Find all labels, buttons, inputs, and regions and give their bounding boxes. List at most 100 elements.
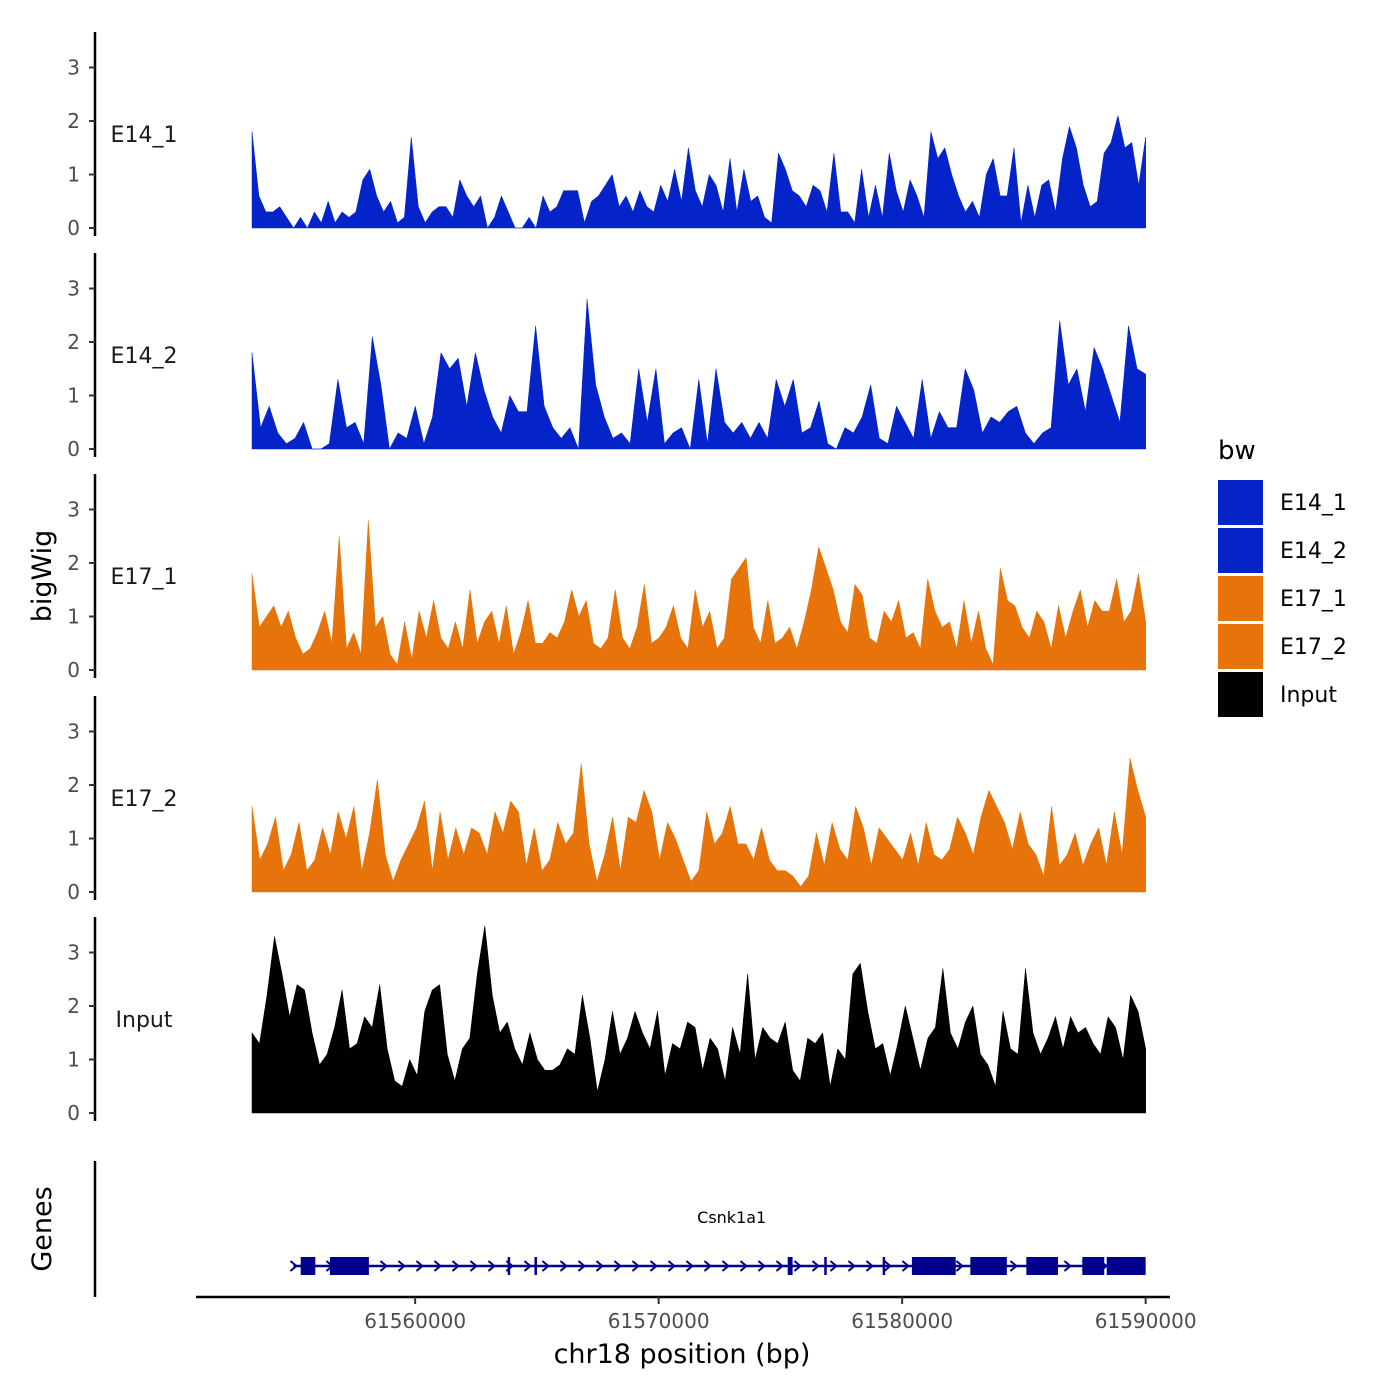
gene-exon	[911, 1257, 956, 1275]
y-tick-label: 2	[67, 330, 80, 354]
strand-chevron	[289, 1260, 298, 1272]
legend: bw E14_1 E14_2 E17_1 E17_2 Input	[1218, 436, 1347, 717]
strand-chevron	[1063, 1260, 1072, 1272]
y-tick-label: 0	[67, 1101, 80, 1125]
y-tick-label: 0	[67, 216, 80, 240]
area-series-e17_1	[251, 519, 1146, 671]
x-tick-label: 61590000	[1095, 1309, 1197, 1333]
y-tick-label: 0	[67, 437, 80, 461]
track-label: Input	[116, 1008, 173, 1033]
strand-chevron	[865, 1260, 874, 1272]
genes-layer: Genes Csnk1a1	[27, 1161, 1146, 1297]
legend-label-input: Input	[1280, 683, 1337, 708]
strand-chevron	[883, 1260, 892, 1272]
legend-swatch-e14_1	[1218, 480, 1263, 525]
strand-chevron	[703, 1260, 712, 1272]
y-tick-label: 0	[67, 880, 80, 904]
track-input: 0 1 2 3 Input	[67, 917, 1146, 1125]
gene-exon	[329, 1257, 369, 1275]
gene-name-label: Csnk1a1	[697, 1208, 766, 1227]
y-tick-label: 2	[67, 773, 80, 797]
strand-chevron	[775, 1260, 784, 1272]
y-tick-label: 3	[67, 498, 80, 522]
area-series-e17_2	[251, 758, 1146, 893]
y-tick-label: 3	[67, 941, 80, 965]
gene-exon	[1082, 1257, 1105, 1275]
y-tick-label: 1	[67, 827, 80, 851]
y-tick-label: 3	[67, 277, 80, 301]
x-tick-label: 61580000	[851, 1309, 953, 1333]
track-e17_1: 0 1 2 3 E17_1	[67, 474, 1146, 682]
x-axis: 61560000 61570000 61580000 61590000	[196, 1295, 1197, 1333]
strand-chevron	[1009, 1260, 1018, 1272]
strand-chevron	[955, 1260, 964, 1272]
legend-label-e14_1: E14_1	[1280, 491, 1347, 516]
strand-chevron	[739, 1260, 748, 1272]
track-label: E14_1	[111, 123, 178, 148]
y-tick-label: 0	[67, 658, 80, 682]
strand-chevron	[451, 1260, 460, 1272]
strand-chevron	[469, 1260, 478, 1272]
strand-chevron	[829, 1260, 838, 1272]
track-label: E17_1	[111, 565, 178, 590]
y-tick-label: 1	[67, 163, 80, 187]
strand-chevron	[757, 1260, 766, 1272]
y-tick-label: 3	[67, 720, 80, 744]
strand-chevron	[433, 1260, 442, 1272]
y-axis-title: bigWig	[27, 530, 58, 623]
strand-chevron	[577, 1260, 586, 1272]
strand-chevron	[613, 1260, 622, 1272]
gene-exon	[787, 1257, 793, 1275]
legend-label-e14_2: E14_2	[1280, 539, 1347, 564]
strand-chevron	[793, 1260, 802, 1272]
gene-exon	[882, 1257, 886, 1275]
legend-label-e17_2: E17_2	[1280, 635, 1347, 660]
tracks-layer: 0 1 2 3 E14_1 0 1 2 3 E14_2 0 1 2 3 E17_1 0 1 2 3 E17_2 0 1 2 3…	[67, 32, 1146, 1125]
strand-chevron	[847, 1260, 856, 1272]
gene-exon	[824, 1257, 827, 1275]
legend-swatch-e14_2	[1218, 528, 1263, 573]
area-series-input	[251, 925, 1146, 1114]
legend-swatch-e17_1	[1218, 576, 1263, 621]
gene-exon	[1106, 1257, 1146, 1275]
track-e17_2: 0 1 2 3 E17_2	[67, 696, 1146, 904]
y-tick-label: 2	[67, 109, 80, 133]
y-tick-label: 2	[67, 551, 80, 575]
gene-exon	[507, 1257, 511, 1275]
strand-chevron	[667, 1260, 676, 1272]
legend-swatch-input	[1218, 672, 1263, 717]
strand-chevron	[487, 1260, 496, 1272]
y-tick-label: 1	[67, 1048, 80, 1072]
gene-exon	[300, 1257, 316, 1275]
x-axis-title: chr18 position (bp)	[554, 1339, 811, 1370]
strand-chevron	[595, 1260, 604, 1272]
strand-chevron	[685, 1260, 694, 1272]
strand-chevron	[649, 1260, 658, 1272]
y-tick-label: 1	[67, 384, 80, 408]
strand-chevron	[811, 1260, 820, 1272]
x-tick-label: 61560000	[364, 1309, 466, 1333]
genes-title: Genes	[27, 1186, 58, 1271]
area-series-e14_2	[251, 298, 1146, 450]
legend-label-e17_1: E17_1	[1280, 587, 1347, 612]
legend-title: bw	[1218, 436, 1256, 466]
strand-chevron	[901, 1260, 910, 1272]
legend-swatch-e17_2	[1218, 624, 1263, 669]
x-tick-label: 61570000	[608, 1309, 710, 1333]
strand-chevron	[523, 1260, 532, 1272]
strand-chevron	[631, 1260, 640, 1272]
track-label: E14_2	[111, 344, 178, 369]
y-tick-label: 3	[67, 56, 80, 80]
strand-chevron	[559, 1260, 568, 1272]
strand-chevron	[397, 1260, 406, 1272]
y-tick-label: 2	[67, 994, 80, 1018]
gene-exon	[1026, 1257, 1058, 1275]
track-label: E17_2	[111, 787, 178, 812]
track-e14_1: 0 1 2 3 E14_1	[67, 32, 1146, 240]
strand-chevron	[379, 1260, 388, 1272]
strand-chevron	[415, 1260, 424, 1272]
strand-chevron	[541, 1260, 550, 1272]
gene-exon	[534, 1257, 537, 1275]
strand-chevron	[721, 1260, 730, 1272]
